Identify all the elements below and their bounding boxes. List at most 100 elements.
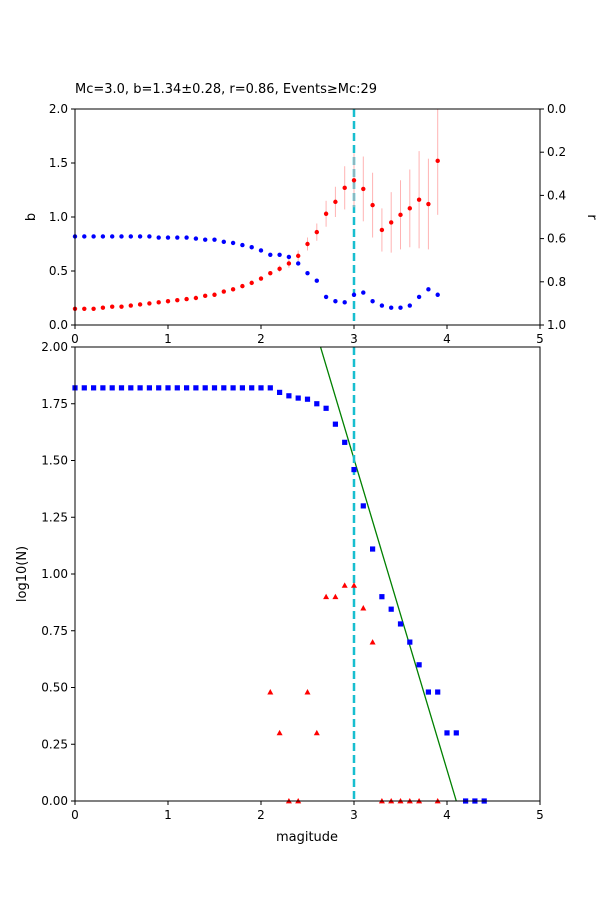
top-x-tick-label: 2 <box>257 332 265 346</box>
b-value-point <box>240 283 245 289</box>
b-value-point <box>175 297 180 303</box>
b-value-point <box>119 304 124 309</box>
cumulative-count-point <box>100 385 106 391</box>
gutenberg-richter-fit-line <box>319 347 457 801</box>
r-value-point <box>147 234 152 239</box>
b-value-point <box>221 289 226 294</box>
bottom-y-tick-label: 1.25 <box>41 510 68 524</box>
cumulative-count-point <box>314 401 320 407</box>
b-value-point <box>296 253 301 259</box>
cumulative-count-point <box>304 396 311 402</box>
b-value-point <box>323 211 329 216</box>
b-value-point <box>342 185 347 191</box>
b-value-point <box>203 293 208 299</box>
noncumulative-count-point <box>267 689 274 695</box>
top-y-tick-label: 1.0 <box>49 210 68 224</box>
bottom-panel-log-n: 0 1 2 3 4 5 0.00 0.25 0.50 0.75 1.00 1.25 1.50 1.75 2.… <box>15 340 544 845</box>
b-value-point <box>268 270 273 276</box>
bottom-x-tick-label: 2 <box>257 808 265 822</box>
cumulative-count-point <box>295 395 301 401</box>
cumulative-count-point <box>342 439 348 445</box>
b-value-point <box>370 202 375 208</box>
r-value-point <box>258 248 264 253</box>
bottom-y-tick-label: 1.75 <box>41 397 68 411</box>
top-y-right-tick-label: 0.2 <box>547 145 566 159</box>
cumulative-count-point <box>360 503 366 509</box>
r-value-point <box>351 292 357 297</box>
top-y-right-tick-label: 0.4 <box>547 188 566 202</box>
r-value-point <box>407 303 412 308</box>
r-value-point <box>416 294 422 300</box>
r-value-point <box>100 234 106 239</box>
b-value-point <box>230 287 236 292</box>
noncumulative-count-point <box>369 639 376 645</box>
b-value-point <box>379 227 385 233</box>
r-value-point <box>184 235 189 240</box>
r-value-point <box>165 235 171 240</box>
cumulative-count-point <box>221 385 227 391</box>
cumulative-count-point <box>379 594 385 600</box>
b-value-point <box>305 241 310 247</box>
bottom-x-tick-label: 5 <box>536 808 544 822</box>
top-y-tick-label: 1.5 <box>49 156 68 170</box>
b-value-point <box>193 295 199 301</box>
top-axes-frame <box>74 108 541 326</box>
b-value-point <box>184 296 189 302</box>
r-value-point <box>110 234 115 239</box>
r-value-point <box>333 299 338 304</box>
top-y-tick-label: 0.5 <box>49 264 68 278</box>
r-value-point <box>361 290 366 295</box>
cumulative-count-point <box>388 606 394 612</box>
b-value-point <box>100 305 106 310</box>
b-value-point <box>389 220 394 225</box>
r-value-point <box>342 300 347 305</box>
cumulative-count-point <box>156 385 162 391</box>
cumulative-count-point <box>267 385 273 391</box>
r-value-point <box>221 239 226 245</box>
cumulative-count-point <box>137 385 143 391</box>
bottom-y-tick-label: 0.00 <box>41 794 68 808</box>
r-value-point <box>277 252 282 257</box>
r-value-point <box>203 237 208 242</box>
b-value-point <box>147 301 152 306</box>
cumulative-count-point <box>193 385 199 391</box>
r-value-point <box>91 234 96 239</box>
top-y-right-label: r <box>584 214 599 220</box>
top-y-right-tick-label: 0.0 <box>547 102 566 116</box>
r-value-point <box>370 299 375 304</box>
b-value-point <box>82 306 87 311</box>
b-value-point <box>351 178 357 183</box>
b-value-point <box>361 186 366 192</box>
noncumulative-count-point <box>276 729 283 736</box>
b-value-point <box>277 266 282 272</box>
b-value-point <box>91 306 96 311</box>
r-value-point <box>426 287 431 292</box>
r-value-point <box>156 235 161 240</box>
bottom-y-tick-label: 1.50 <box>41 454 68 468</box>
top-y-right-tick-label: 0.6 <box>547 232 566 246</box>
noncumulative-count-point <box>332 593 339 600</box>
cumulative-count-point <box>370 546 376 552</box>
top-x-tick-label: 5 <box>536 332 544 346</box>
cumulative-count-point <box>351 466 357 473</box>
b-value-point <box>314 229 319 235</box>
r-value-point <box>82 234 87 239</box>
cumulative-count-point <box>397 621 404 627</box>
cumulative-count-point <box>444 730 450 736</box>
top-axes-ticks: 0 1 2 3 4 5 0.0 0.5 1.0 1.5 2.0 0.0 0.2 0.4 0.6 0.8 1.0 <box>49 102 566 346</box>
bottom-y-tick-label: 1.00 <box>41 567 68 581</box>
top-x-tick-label: 4 <box>443 332 451 346</box>
bottom-y-tick-label: 0.25 <box>41 737 68 751</box>
top-y-right-tick-label: 0.8 <box>547 275 566 289</box>
cumulative-count-point <box>184 385 190 391</box>
cumulative-count-point <box>202 385 208 391</box>
b-value-point <box>407 206 412 211</box>
noncumulative-count-point <box>313 729 320 736</box>
r-value-point <box>128 234 133 239</box>
b-value-point <box>435 158 440 164</box>
b-value-point <box>249 280 254 286</box>
bottom-y-tick-label: 2.00 <box>41 340 68 354</box>
cumulative-count-point <box>165 385 171 391</box>
top-y-tick-label: 2.0 <box>49 102 68 116</box>
